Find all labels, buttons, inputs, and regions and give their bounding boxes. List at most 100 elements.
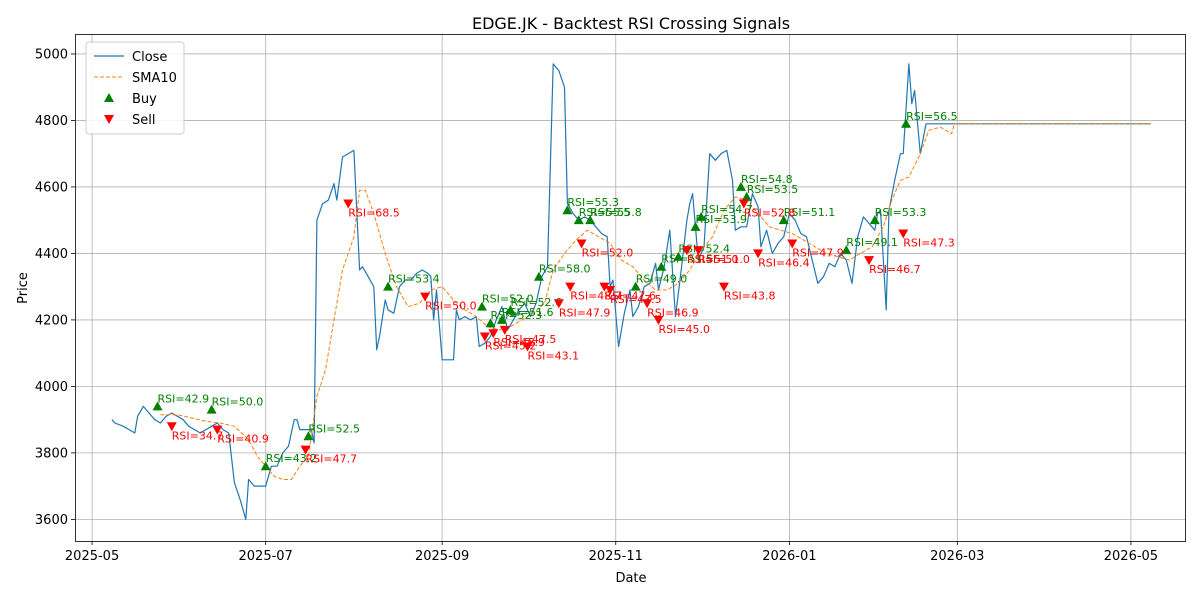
plot-frame bbox=[75, 34, 1186, 542]
sell-marker bbox=[553, 299, 564, 309]
buy-marker bbox=[152, 401, 163, 411]
sell-rsi-label: RSI=52.0 bbox=[582, 246, 634, 259]
sell-rsi-label: RSI=50.0 bbox=[425, 300, 477, 313]
chart-title: EDGE.JK - Backtest RSI Crossing Signals bbox=[472, 14, 790, 33]
buy-marker bbox=[562, 205, 573, 215]
buy-marker bbox=[477, 301, 487, 311]
sell-rsi-label: RSI=43.1 bbox=[528, 350, 580, 363]
buy-marker bbox=[673, 251, 684, 261]
x-tick-label: 2025-09 bbox=[415, 549, 469, 564]
sell-rsi-label: RSI=43.8 bbox=[724, 290, 776, 303]
buy-marker bbox=[690, 221, 701, 231]
sell-marker bbox=[576, 239, 587, 249]
buy-marker bbox=[260, 461, 271, 471]
buy-marker bbox=[533, 271, 544, 281]
sell-marker bbox=[522, 342, 533, 352]
sell-marker bbox=[693, 246, 704, 256]
sell-marker bbox=[787, 239, 798, 249]
sell-rsi-label: RSI=34.7 bbox=[172, 429, 224, 442]
sell-marker bbox=[718, 282, 729, 292]
x-axis-title: Date bbox=[615, 571, 646, 586]
sell-marker bbox=[605, 285, 616, 295]
buy-rsi-label: RSI=52.0 bbox=[482, 293, 534, 306]
buy-rsi-label: RSI=58.0 bbox=[539, 263, 591, 276]
sell-marker bbox=[898, 229, 909, 239]
close-price-line bbox=[111, 63, 1151, 520]
sell-rsi-label: RSI=47.5 bbox=[505, 333, 557, 346]
buy-rsi-label: RSI=43.2 bbox=[266, 452, 318, 465]
buy-rsi-label: RSI=55.5 bbox=[579, 206, 631, 219]
x-tick-label: 2026-01 bbox=[762, 549, 816, 564]
legend-sell-marker bbox=[104, 115, 114, 124]
ticks: 2025-05 2025-07 2025-09 2025-11 2026-01 2026-… bbox=[35, 47, 1158, 564]
buy-rsi-label: RSI=49.0 bbox=[636, 273, 688, 286]
sell-rsi-label: RSI=68.5 bbox=[348, 207, 400, 220]
buy-marker bbox=[505, 304, 516, 314]
sell-rsi-label: RSI=51.0 bbox=[687, 253, 739, 266]
y-tick-label: 4400 bbox=[35, 247, 68, 262]
sell-rsi-label: RSI=45.0 bbox=[658, 323, 710, 336]
x-tick-label: 2025-11 bbox=[589, 549, 643, 564]
grid bbox=[75, 34, 1185, 541]
x-tick-label: 2026-03 bbox=[930, 549, 984, 564]
x-tick-label: 2025-07 bbox=[239, 549, 293, 564]
sell-marker bbox=[753, 249, 764, 259]
sell-marker bbox=[499, 325, 510, 335]
buy-rsi-label: RSI=49.1 bbox=[846, 236, 898, 249]
buy-marker bbox=[573, 215, 584, 225]
sell-rsi-label: RSI=47.7 bbox=[306, 453, 358, 466]
sell-rsi-label: RSI=47.9 bbox=[792, 246, 844, 259]
y-axis-title: Price bbox=[16, 272, 31, 304]
buy-marker bbox=[901, 118, 912, 128]
sell-marker bbox=[864, 256, 875, 266]
sell-marker bbox=[599, 282, 610, 292]
buy-rsi-label: RSI=52.5 bbox=[308, 422, 360, 435]
y-tick-label: 5000 bbox=[35, 47, 68, 62]
x-tick-label: 2025-05 bbox=[65, 549, 119, 564]
sell-rsi-label: RSI=52.8 bbox=[744, 207, 796, 220]
y-tick-label: 4800 bbox=[35, 114, 68, 129]
buy-marker bbox=[736, 181, 746, 191]
legend-buy-label: Buy bbox=[132, 92, 157, 107]
buy-rsi-label: RSI=51.5 bbox=[661, 253, 713, 266]
y-tick-label: 3600 bbox=[35, 513, 68, 528]
x-tick-label: 2026-05 bbox=[1104, 549, 1158, 564]
signal-markers: RSI=42.9 RSI=50.0RSI=43.2RSI=52.5RSI=53.4… bbox=[152, 110, 958, 471]
legend-buy-marker bbox=[104, 93, 114, 102]
sell-marker bbox=[343, 199, 354, 209]
legend-sma-label: SMA10 bbox=[132, 71, 177, 86]
buy-marker bbox=[206, 404, 217, 414]
sell-marker bbox=[738, 199, 749, 209]
sell-rsi-label: RSI=46.7 bbox=[869, 263, 921, 276]
sell-rsi-label: RSI=47.3 bbox=[903, 236, 955, 249]
sell-rsi-label: RSI=46.9 bbox=[493, 336, 545, 349]
buy-rsi-label: RSI=54.7 bbox=[701, 203, 753, 216]
buy-marker bbox=[696, 211, 707, 221]
buy-marker bbox=[656, 261, 667, 271]
legend-sell-label: Sell bbox=[132, 113, 155, 128]
sell-marker bbox=[642, 299, 653, 309]
buy-rsi-label: RSI=53.3 bbox=[875, 206, 927, 219]
sell-marker bbox=[681, 246, 692, 256]
buy-marker bbox=[303, 431, 314, 441]
sell-marker bbox=[479, 332, 490, 342]
sell-marker bbox=[166, 422, 177, 432]
y-tick-label: 4000 bbox=[35, 380, 68, 395]
sell-rsi-label: RSI=40.9 bbox=[217, 433, 269, 446]
buy-rsi-label: RSI=42.9 bbox=[158, 392, 210, 405]
buy-rsi-label: RSI=56.5 bbox=[906, 110, 958, 123]
buy-marker bbox=[496, 314, 507, 324]
buy-rsi-label: RSI=55.3 bbox=[567, 196, 619, 209]
legend: Close SMA10 Buy Sell bbox=[85, 41, 185, 135]
buy-rsi-label: RSI=53.9 bbox=[695, 213, 747, 226]
sell-rsi-label: RSI=47.5 bbox=[610, 293, 662, 306]
buy-rsi-label: RSI=55.8 bbox=[590, 206, 642, 219]
buy-rsi-label: RSI=50.0 bbox=[212, 396, 264, 409]
sell-marker bbox=[653, 315, 664, 325]
buy-rsi-label: RSI=51.6 bbox=[502, 306, 554, 319]
buy-marker bbox=[585, 215, 596, 225]
y-tick-label: 4200 bbox=[35, 313, 68, 328]
legend-box bbox=[85, 41, 185, 135]
